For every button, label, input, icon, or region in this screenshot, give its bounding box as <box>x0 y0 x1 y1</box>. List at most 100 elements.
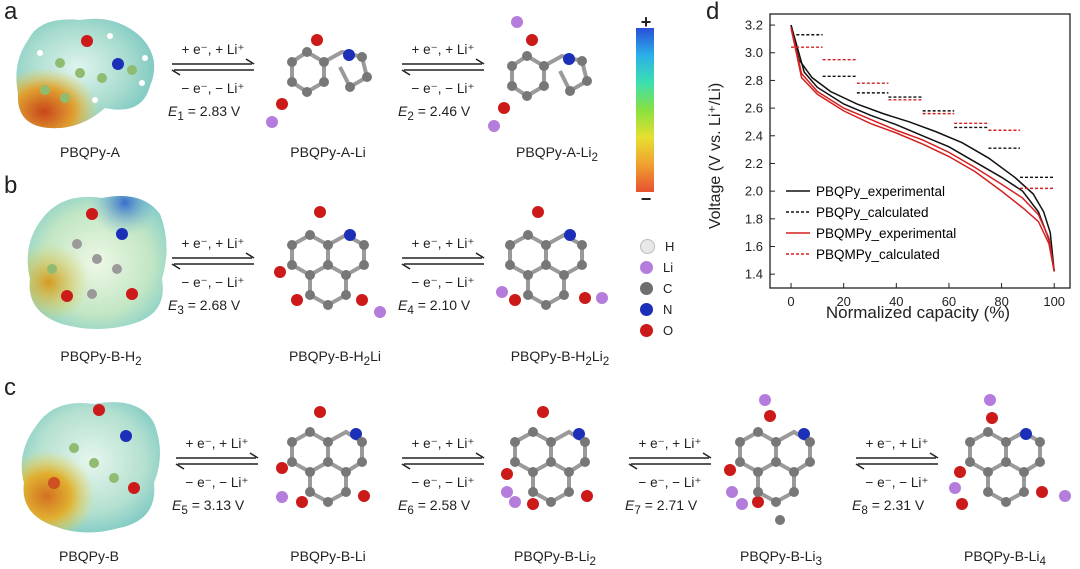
molecule-a2 <box>488 16 592 132</box>
series-line-0-discharge <box>790 24 1055 272</box>
reaction-backward: − e⁻, − Li⁺ <box>865 475 929 490</box>
reaction-4: + e⁻, + Li⁺ − e⁻, − Li⁺ E4 = 2.10 V <box>398 236 488 317</box>
reaction-forward: + e⁻, + Li⁺ <box>185 436 249 451</box>
label-pbqpy-b-li4: PBQPy-B-Li4 <box>964 548 1046 568</box>
reaction-backward: − e⁻, − Li⁺ <box>181 81 245 96</box>
reaction-1: + e⁻, + Li⁺ − e⁻, − Li⁺ E1 = 2.83 V <box>168 42 258 123</box>
x-tick-label: 100 <box>1043 294 1065 309</box>
energy-e6: E6 = 2.58 V <box>398 497 471 517</box>
reaction-backward: − e⁻, − Li⁺ <box>411 81 475 96</box>
subscript: 2 <box>363 354 371 368</box>
esp-surface-c <box>21 402 160 533</box>
chart-xlabel: Normalized capacity (%) <box>826 303 1010 322</box>
y-tick-label: 3.2 <box>745 18 763 33</box>
reaction-forward: + e⁻, + Li⁺ <box>638 436 702 451</box>
molecule-b1 <box>274 206 386 318</box>
subscript: 2 <box>602 354 610 368</box>
reaction-backward: − e⁻, − Li⁺ <box>638 475 702 490</box>
label-pbqpy-a-li2: PBQPy-A-Li2 <box>516 144 598 164</box>
molecule-c3 <box>724 394 815 525</box>
label-pbqpy-b-li3: PBQPy-B-Li3 <box>740 548 822 568</box>
esp-surface-b <box>27 196 167 329</box>
reaction-backward: − e⁻, − Li⁺ <box>411 475 475 490</box>
reaction-5: + e⁻, + Li⁺ − e⁻, − Li⁺ E5 = 3.13 V <box>172 436 262 517</box>
atom-ball-icon <box>640 239 655 254</box>
y-tick-label: 1.8 <box>745 211 763 226</box>
label-pbqpy-b-h2: PBQPy-B-H2 <box>60 348 142 368</box>
series-line-0-charge <box>790 24 1055 272</box>
reaction-8: + e⁻, + Li⁺ − e⁻, − Li⁺ E8 = 2.31 V <box>852 436 942 517</box>
subscript: 4 <box>1039 554 1046 568</box>
colorbar-minus: − <box>640 189 652 209</box>
reaction-forward: + e⁻, + Li⁺ <box>411 42 475 57</box>
molecule-c1 <box>276 406 370 508</box>
chart-legend: PBQPy_experimental PBQPy_calculated PBQM… <box>786 184 956 262</box>
legend-pbqmpy-calc: PBQMPy_calculated <box>816 247 940 262</box>
energy-e5: E5 = 3.13 V <box>172 497 245 517</box>
label-pbqpy-b-li: PBQPy-B-Li <box>290 548 366 564</box>
y-tick-label: 2.4 <box>745 128 763 143</box>
energy-e2: E2 = 2.46 V <box>398 103 471 123</box>
label-pbqpy-b: PBQPy-B <box>59 548 119 564</box>
y-tick-label: 2.2 <box>745 156 763 171</box>
atom-ball-icon <box>640 282 653 295</box>
reaction-6: + e⁻, + Li⁺ − e⁻, − Li⁺ E6 = 2.58 V <box>398 436 488 517</box>
legend-pbqmpy-exp: PBQMPy_experimental <box>816 226 956 241</box>
reaction-forward: + e⁻, + Li⁺ <box>411 436 475 451</box>
equilibrium-arrow-icon <box>855 452 939 470</box>
reaction-backward: − e⁻, − Li⁺ <box>185 475 249 490</box>
reaction-2: + e⁻, + Li⁺ − e⁻, − Li⁺ E2 = 2.46 V <box>398 42 488 123</box>
legend-item-li: Li <box>640 257 674 278</box>
label-pbqpy-b-h2li: PBQPy-B-H2Li <box>288 348 382 368</box>
equilibrium-arrow-icon <box>175 452 259 470</box>
panel-label-c: c <box>4 374 16 401</box>
subscript: 2 <box>585 354 592 368</box>
plot-frame <box>769 13 1071 289</box>
energy-e7: E7 = 2.71 V <box>625 497 698 517</box>
voltage-chart: 0 20 40 60 80 100 1.4 1.6 1.8 2.0 2.2 2.4 2.6 2.8 3.0 3… <box>707 13 1071 322</box>
legend-item-h: H <box>640 236 674 257</box>
panel-label-a: a <box>4 0 18 25</box>
reaction-forward: + e⁻, + Li⁺ <box>865 436 929 451</box>
legend-item-c: C <box>640 278 674 299</box>
molecule-b2 <box>496 206 608 310</box>
series-line-2-charge <box>790 27 1055 272</box>
molecule-c4 <box>949 394 1071 510</box>
atom-legend: H Li C N O <box>640 236 674 341</box>
equilibrium-arrow-icon <box>171 252 255 270</box>
subscript: 2 <box>135 354 142 368</box>
reaction-3: + e⁻, + Li⁺ − e⁻, − Li⁺ E3 = 2.68 V <box>168 236 258 317</box>
subscript: 2 <box>591 150 598 164</box>
equilibrium-arrow-icon <box>401 452 485 470</box>
panel-label-b: b <box>4 172 18 199</box>
chart-ylabel: Voltage (V vs. Li⁺/Li) <box>707 83 724 229</box>
esp-surface-a <box>16 18 155 129</box>
molecule-c2 <box>501 406 593 510</box>
equilibrium-arrow-icon <box>401 58 485 76</box>
colorbar-plus: + <box>640 12 652 32</box>
molecule-a1 <box>266 34 372 128</box>
x-tick-label: 20 <box>836 294 850 309</box>
subscript: 3 <box>815 554 822 568</box>
energy-e1: E1 = 2.83 V <box>168 103 241 123</box>
y-tick-label: 1.6 <box>745 239 763 254</box>
esp-colorbar <box>636 28 654 192</box>
atom-ball-icon <box>640 324 653 337</box>
label-pbqpy-b-li2: PBQPy-B-Li2 <box>514 548 596 568</box>
reaction-backward: − e⁻, − Li⁺ <box>181 275 245 290</box>
energy-e3: E3 = 2.68 V <box>168 297 241 317</box>
panel-label-d: d <box>706 0 720 25</box>
label-pbqpy-a-li: PBQPy-A-Li <box>290 144 366 160</box>
reaction-forward: + e⁻, + Li⁺ <box>411 236 475 251</box>
y-tick-label: 3.0 <box>745 45 763 60</box>
y-tick-label: 2.0 <box>745 184 763 199</box>
equilibrium-arrow-icon <box>628 452 712 470</box>
y-tick-label: 1.4 <box>745 267 763 282</box>
atom-ball-icon <box>640 303 653 316</box>
y-tick-label: 2.6 <box>745 101 763 116</box>
x-tick-label: 80 <box>994 294 1008 309</box>
equilibrium-arrow-icon <box>171 58 255 76</box>
x-tick-label: 60 <box>942 294 956 309</box>
x-tick-label: 40 <box>889 294 903 309</box>
label-pbqpy-b-h2li2: PBQPy-B-H2Li2 <box>510 348 610 368</box>
